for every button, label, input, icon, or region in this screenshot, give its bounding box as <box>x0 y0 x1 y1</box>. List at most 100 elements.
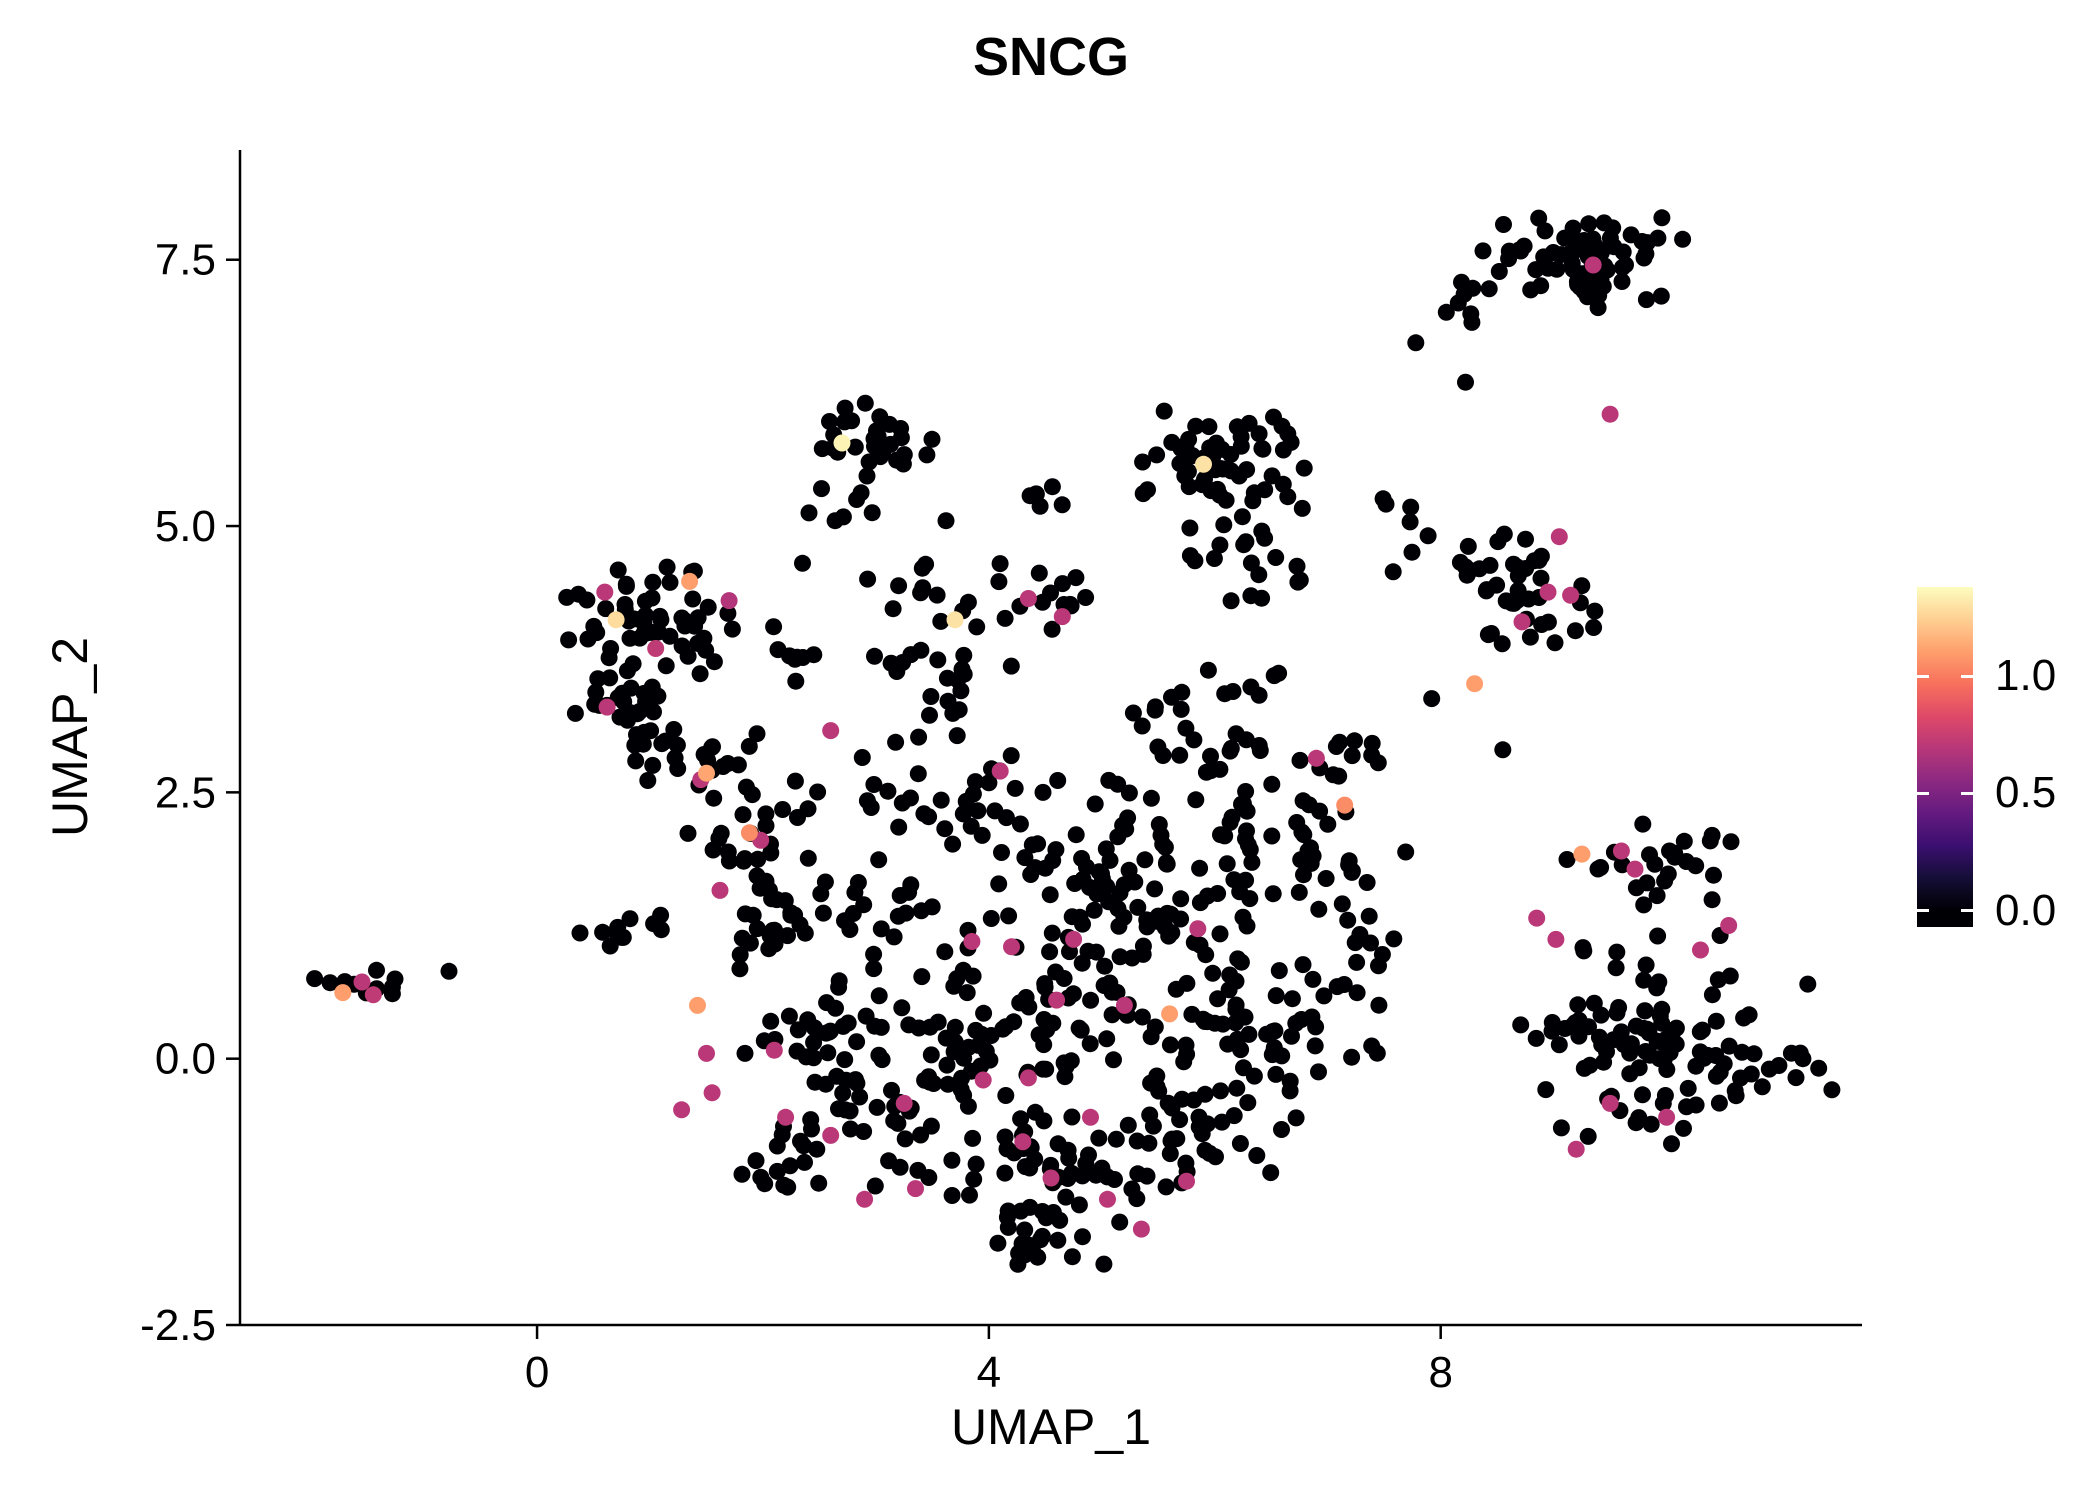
data-point <box>668 736 686 754</box>
data-point <box>673 1101 691 1119</box>
data-point <box>1585 619 1603 636</box>
data-point <box>1078 858 1095 876</box>
data-point <box>777 1108 795 1126</box>
data-point <box>959 593 977 611</box>
scatter-points <box>306 209 1841 1273</box>
data-point <box>1220 981 1238 999</box>
data-point <box>1086 795 1104 813</box>
data-point <box>1358 874 1376 891</box>
data-point <box>571 924 589 942</box>
data-point <box>1470 560 1488 578</box>
data-point <box>1715 1055 1733 1073</box>
data-point <box>891 1158 909 1176</box>
data-point <box>967 1155 985 1173</box>
y-tick-label: 0.0 <box>155 1035 216 1084</box>
data-point <box>635 625 653 643</box>
data-point <box>1234 908 1252 926</box>
data-point <box>1027 485 1045 503</box>
data-point <box>1637 956 1655 974</box>
data-point <box>1019 590 1037 607</box>
data-point <box>895 1094 913 1112</box>
data-point <box>1146 701 1164 719</box>
data-point <box>952 1081 970 1099</box>
data-point <box>607 611 625 629</box>
data-point <box>836 399 854 417</box>
data-point <box>1267 987 1285 1005</box>
data-point <box>1283 990 1301 1008</box>
data-point <box>1063 908 1081 926</box>
data-point <box>1245 484 1263 502</box>
data-point <box>1693 1021 1711 1039</box>
data-point <box>993 844 1010 861</box>
data-point <box>1100 771 1118 789</box>
data-point <box>1466 675 1484 693</box>
data-point <box>1613 273 1631 290</box>
data-point <box>962 817 980 835</box>
y-tick-label: 5.0 <box>155 502 216 551</box>
data-point <box>1034 783 1052 801</box>
x-tick-label: 8 <box>1428 1348 1452 1397</box>
data-point <box>922 688 940 705</box>
data-point <box>1384 563 1402 581</box>
data-point <box>882 654 900 672</box>
data-point <box>1048 991 1066 1009</box>
data-point <box>1634 815 1652 833</box>
data-point <box>765 1041 783 1059</box>
y-tick-label: 7.5 <box>155 236 216 285</box>
data-point <box>594 923 612 941</box>
data-point <box>856 1190 874 1208</box>
data-point <box>762 1012 780 1030</box>
data-point <box>868 1098 886 1116</box>
data-point <box>1274 441 1292 459</box>
data-point <box>842 1120 859 1138</box>
data-point <box>740 737 758 755</box>
data-point <box>1659 865 1677 883</box>
data-point <box>760 940 778 958</box>
data-point <box>1223 808 1241 826</box>
data-point <box>1201 439 1219 457</box>
data-point <box>1085 901 1103 919</box>
data-point <box>1119 809 1137 827</box>
data-point <box>822 1126 840 1144</box>
data-point <box>1373 946 1391 963</box>
data-point <box>1403 543 1421 561</box>
data-point <box>1180 478 1198 496</box>
data-point <box>1635 971 1653 989</box>
data-point <box>1626 860 1644 878</box>
data-point <box>991 555 1009 573</box>
data-point <box>1691 1043 1709 1061</box>
data-point <box>1111 1213 1129 1231</box>
data-point <box>1063 1108 1081 1126</box>
data-point <box>666 749 684 767</box>
data-point <box>1495 525 1513 543</box>
data-point <box>1343 862 1361 880</box>
data-point <box>1515 237 1533 255</box>
data-point <box>306 970 324 988</box>
data-point <box>1217 491 1235 509</box>
data-point <box>1614 259 1631 276</box>
data-point <box>642 722 660 740</box>
data-point <box>698 1044 715 1062</box>
data-point <box>830 972 848 990</box>
data-point <box>1363 746 1381 764</box>
data-point <box>650 623 667 641</box>
colorbar-tick-mark <box>1961 674 1973 678</box>
data-point <box>939 1075 957 1093</box>
data-point <box>1317 870 1335 887</box>
data-point <box>881 415 898 433</box>
data-point <box>884 600 902 618</box>
data-point <box>1191 859 1209 877</box>
data-point <box>1787 1069 1805 1087</box>
data-point <box>870 851 888 869</box>
data-point <box>1248 1147 1266 1164</box>
data-point <box>1055 970 1073 987</box>
data-point <box>943 1187 961 1204</box>
data-point <box>1177 719 1195 737</box>
data-point <box>1253 522 1271 540</box>
data-point <box>856 394 874 412</box>
data-point <box>948 970 966 988</box>
data-point <box>1490 263 1508 280</box>
data-point <box>334 984 352 1002</box>
data-point <box>1111 948 1129 966</box>
data-point <box>1002 747 1020 765</box>
